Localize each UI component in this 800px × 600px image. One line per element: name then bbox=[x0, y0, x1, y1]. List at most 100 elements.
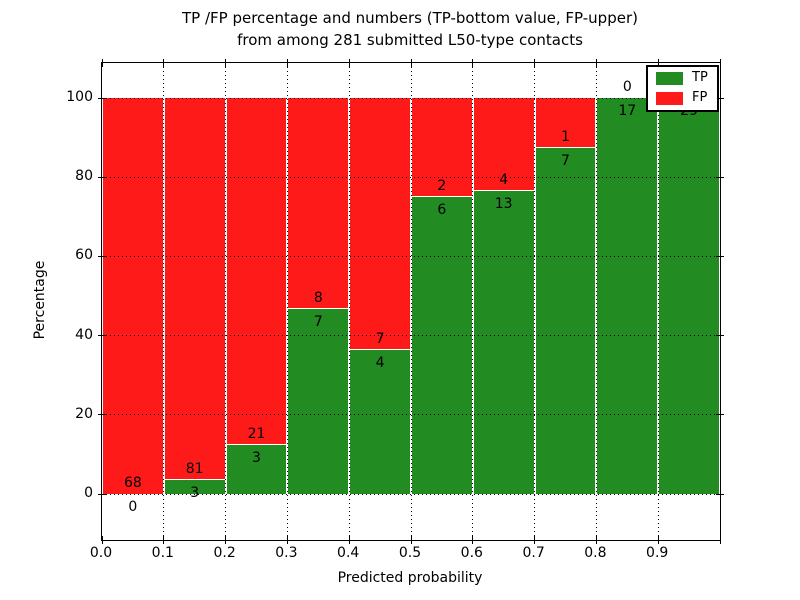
vertical-gridline bbox=[534, 63, 536, 540]
fp-bar-segment bbox=[534, 98, 597, 148]
vertical-gridline bbox=[472, 63, 474, 540]
vertical-gridline bbox=[286, 63, 288, 540]
tp-legend-swatch bbox=[656, 71, 683, 85]
y-tick-mark bbox=[98, 97, 106, 99]
tp-bar-segment bbox=[287, 309, 350, 494]
legend-label: FP bbox=[692, 90, 708, 105]
horizontal-gridline bbox=[102, 414, 720, 416]
legend-row: FP bbox=[656, 91, 708, 105]
x-tick-mark bbox=[410, 536, 412, 544]
chart-title-line2: from among 281 submitted L50-type contac… bbox=[237, 31, 583, 49]
vertical-gridline bbox=[348, 63, 350, 540]
tp-bar-segment bbox=[472, 191, 535, 494]
x-tick-mark bbox=[719, 536, 721, 544]
y-tick-mark-right bbox=[716, 414, 724, 416]
horizontal-gridline bbox=[102, 97, 720, 99]
x-tick-label: 0.0 bbox=[89, 545, 113, 561]
fp-bar-segment bbox=[225, 98, 288, 445]
vertical-gridline bbox=[225, 63, 227, 540]
tp-count-label: 7 bbox=[313, 314, 323, 331]
x-tick-label: 0.9 bbox=[646, 545, 669, 561]
tp-bar-segment bbox=[349, 350, 411, 494]
x-tick-mark-top bbox=[101, 59, 103, 67]
x-tick-mark bbox=[472, 536, 474, 544]
x-tick-mark bbox=[534, 536, 536, 544]
fp-bar-segment bbox=[163, 98, 226, 480]
y-tick-label: 0 bbox=[84, 485, 93, 501]
chart-title: TP /FP percentage and numbers (TP-bottom… bbox=[101, 7, 719, 51]
y-tick-mark-right bbox=[716, 493, 724, 495]
vertical-gridline bbox=[163, 63, 165, 540]
tp-count-label: 4 bbox=[375, 355, 385, 371]
fp-count-label: 8 bbox=[313, 290, 323, 307]
tp-bar-segment bbox=[534, 147, 597, 494]
vertical-gridline bbox=[657, 63, 659, 540]
chart-title-line1: TP /FP percentage and numbers (TP-bottom… bbox=[182, 9, 638, 27]
horizontal-gridline bbox=[102, 335, 720, 337]
legend: TP FP bbox=[646, 65, 719, 112]
y-tick-label: 60 bbox=[75, 247, 93, 264]
x-tick-mark-top bbox=[286, 59, 288, 67]
x-tick-label: 0.7 bbox=[522, 545, 545, 561]
fp-count-label: 68 bbox=[123, 475, 142, 491]
tp-bar-segment bbox=[658, 98, 720, 494]
x-tick-mark bbox=[348, 536, 350, 544]
y-tick-mark bbox=[98, 255, 106, 257]
x-tick-mark bbox=[225, 536, 227, 544]
tp-count-label: 3 bbox=[252, 449, 261, 466]
x-tick-label: 0.2 bbox=[213, 545, 236, 561]
x-tick-label: 0.5 bbox=[398, 545, 422, 561]
y-axis-label: Percentage bbox=[32, 260, 48, 340]
fp-legend-swatch bbox=[656, 91, 683, 105]
tp-count-label: 3 bbox=[190, 484, 200, 501]
x-tick-mark-top bbox=[534, 59, 536, 67]
legend-label: TP bbox=[692, 70, 708, 85]
tp-count-label: 7 bbox=[561, 152, 570, 169]
fp-count-label: 1 bbox=[561, 128, 570, 145]
x-tick-mark-top bbox=[348, 59, 350, 67]
fp-bar-segment bbox=[287, 98, 350, 310]
y-tick-label: 100 bbox=[66, 89, 93, 105]
plot-area: 68081321387742641317017029 bbox=[98, 59, 724, 544]
y-tick-mark bbox=[98, 176, 106, 178]
fp-count-label: 81 bbox=[185, 460, 204, 477]
x-tick-mark bbox=[595, 536, 597, 544]
x-tick-mark-top bbox=[410, 59, 412, 67]
fp-count-label: 4 bbox=[499, 172, 509, 189]
x-tick-mark-top bbox=[657, 59, 659, 67]
y-tick-mark-right bbox=[716, 335, 724, 337]
legend-row: TP bbox=[656, 71, 708, 85]
y-tick-label: 40 bbox=[75, 326, 93, 343]
x-tick-mark bbox=[657, 536, 659, 544]
tp-count-label: 13 bbox=[494, 196, 513, 213]
x-tick-mark bbox=[286, 536, 288, 544]
x-tick-mark-top bbox=[163, 59, 165, 67]
x-tick-label: 0.4 bbox=[337, 545, 360, 561]
tp-count-label: 17 bbox=[618, 103, 637, 119]
vertical-gridline bbox=[410, 63, 412, 540]
y-tick-mark-right bbox=[716, 255, 724, 257]
x-tick-mark-top bbox=[595, 59, 597, 67]
x-tick-mark bbox=[163, 536, 165, 544]
y-tick-label: 80 bbox=[75, 168, 93, 185]
y-tick-mark-right bbox=[716, 176, 724, 178]
x-tick-mark-top bbox=[225, 59, 227, 67]
tp-count-label: 6 bbox=[437, 202, 447, 218]
fp-count-label: 2 bbox=[437, 178, 447, 194]
fp-bar-segment bbox=[349, 98, 411, 350]
y-tick-mark-right bbox=[716, 97, 724, 99]
fp-count-label: 0 bbox=[622, 79, 632, 95]
y-tick-label: 20 bbox=[75, 405, 93, 422]
horizontal-gridline bbox=[102, 255, 720, 257]
tp-bar-segment bbox=[596, 98, 659, 494]
tp-bar-segment bbox=[411, 197, 473, 494]
x-tick-label: 0.6 bbox=[460, 545, 483, 561]
horizontal-gridline bbox=[102, 493, 720, 495]
x-tick-mark-top bbox=[472, 59, 474, 67]
y-tick-mark bbox=[98, 493, 106, 495]
vertical-gridline bbox=[595, 63, 597, 540]
x-tick-label: 0.3 bbox=[275, 545, 298, 561]
x-tick-mark bbox=[101, 536, 103, 544]
x-axis-label: Predicted probability bbox=[337, 570, 483, 586]
